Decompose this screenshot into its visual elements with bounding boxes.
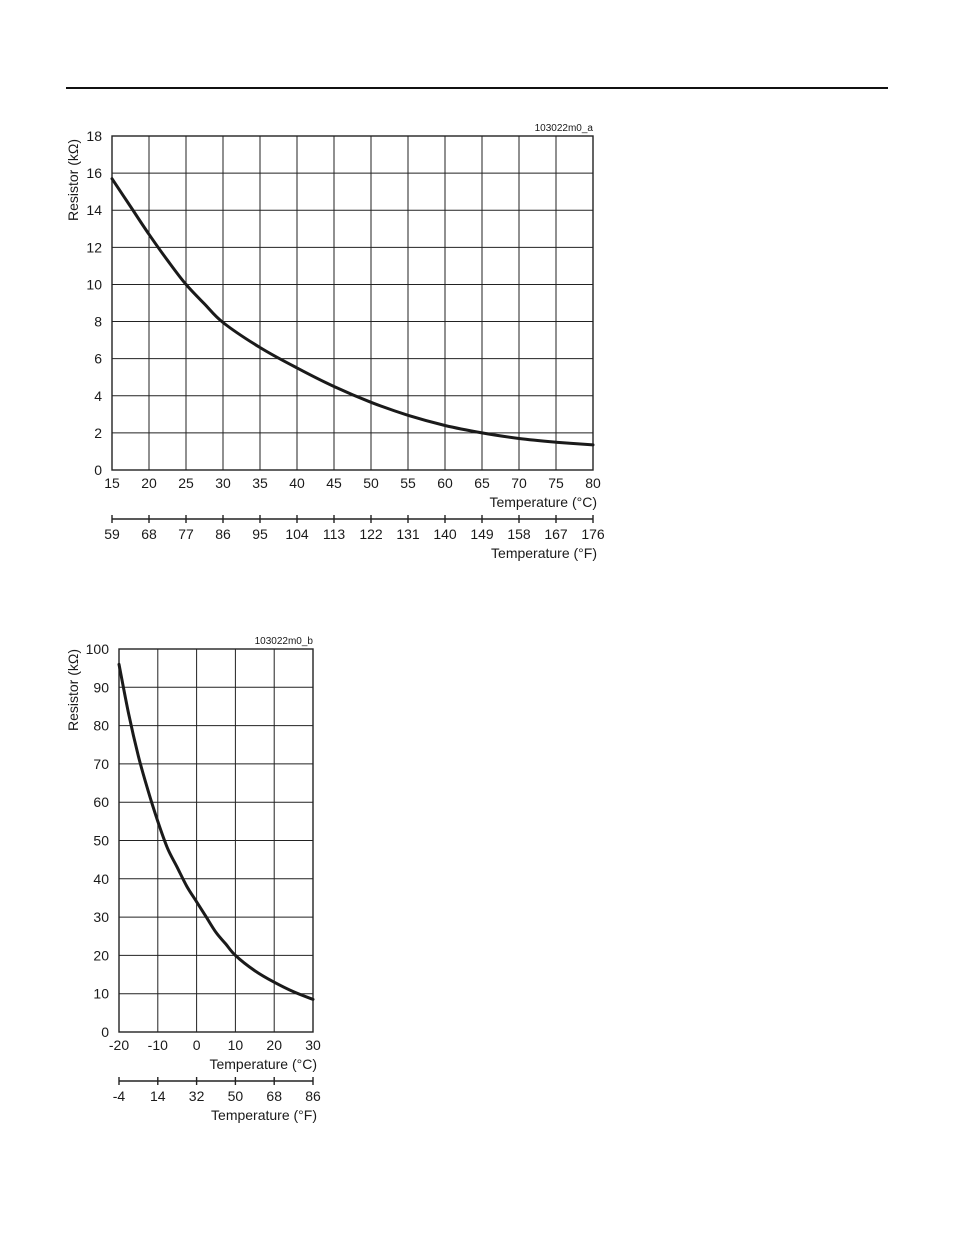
x-axis-title: Temperature (°C) [209,1056,317,1072]
x-tick-label: 0 [193,1037,201,1053]
x-tick-label: 25 [178,475,194,491]
x-secondary-tick-label: 86 [305,1088,321,1104]
y-tick-label: 80 [93,718,109,734]
x-secondary-tick-label: 68 [141,526,157,542]
x-secondary-tick-label: 176 [581,526,605,542]
y-tick-label: 2 [94,425,102,441]
y-tick-label: 14 [86,202,102,218]
figure-code: 103022m0_b [255,636,314,647]
y-tick-label: 16 [86,165,102,181]
y-tick-label: 40 [93,871,109,887]
x-secondary-tick-label: 104 [285,526,309,542]
y-tick-label: 10 [93,986,109,1002]
y-tick-label: 10 [86,276,102,292]
y-tick-label: 0 [101,1024,109,1040]
y-tick-label: 20 [93,947,109,963]
y-tick-label: 100 [86,641,110,657]
x-tick-label: 20 [141,475,157,491]
x-secondary-axis-title: Temperature (°F) [211,1107,317,1123]
figure-code: 103022m0_a [535,123,594,134]
y-tick-label: 60 [93,794,109,810]
y-tick-label: 0 [94,462,102,478]
x-secondary-tick-label: 167 [544,526,568,542]
x-secondary-tick-label: 32 [189,1088,205,1104]
x-secondary-tick-label: 86 [215,526,231,542]
x-secondary-tick-label: 158 [507,526,531,542]
y-tick-label: 8 [94,314,102,330]
x-secondary-tick-label: 68 [266,1088,282,1104]
x-tick-label: 15 [104,475,120,491]
x-secondary-tick-label: 149 [470,526,494,542]
x-tick-label: 75 [548,475,564,491]
x-axis-title: Temperature (°C) [489,494,597,510]
x-tick-label: 65 [474,475,490,491]
plot-frame [111,135,594,471]
x-tick-label: 20 [266,1037,282,1053]
x-secondary-axis-title: Temperature (°F) [491,545,597,561]
x-tick-label: 30 [215,475,231,491]
x-tick-label: 50 [363,475,379,491]
y-tick-label: 50 [93,833,109,849]
x-tick-label: 60 [437,475,453,491]
y-axis-title: Resistor (kΩ) [65,139,81,221]
x-secondary-tick-label: 131 [396,526,420,542]
resistance-curve [117,662,315,1001]
x-tick-label: 35 [252,475,268,491]
y-axis-title: Resistor (kΩ) [65,649,81,731]
x-tick-label: -20 [109,1037,129,1053]
y-tick-label: 90 [93,679,109,695]
x-secondary-tick-label: 95 [252,526,268,542]
x-secondary-tick-label: 14 [150,1088,166,1104]
header-rule [66,87,888,89]
y-tick-label: 70 [93,756,109,772]
y-tick-label: 12 [86,239,102,255]
y-tick-label: 30 [93,909,109,925]
y-tick-label: 18 [86,128,102,144]
x-tick-label: 70 [511,475,527,491]
x-secondary-tick-label: 77 [178,526,194,542]
x-secondary-tick-label: 59 [104,526,120,542]
y-tick-label: 6 [94,351,102,367]
x-tick-label: 55 [400,475,416,491]
x-secondary-tick-label: 140 [433,526,457,542]
x-secondary-tick-label: 50 [228,1088,244,1104]
x-secondary-tick-label: 122 [359,526,383,542]
x-tick-label: 45 [326,475,342,491]
x-tick-label: 40 [289,475,305,491]
x-tick-label: -10 [148,1037,168,1053]
x-tick-label: 10 [228,1037,244,1053]
resistance-curve [110,177,595,447]
x-tick-label: 80 [585,475,601,491]
x-secondary-tick-label: 113 [323,526,346,542]
plot-frame [118,648,314,1033]
x-secondary-tick-label: -4 [113,1088,126,1104]
x-tick-label: 30 [305,1037,321,1053]
y-tick-label: 4 [94,388,102,404]
